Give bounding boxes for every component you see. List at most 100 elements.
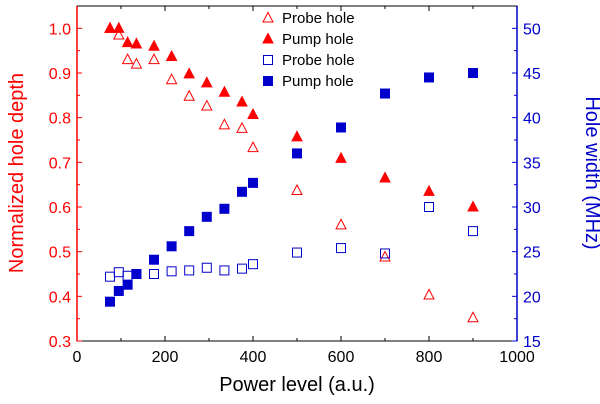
data-point <box>184 265 195 276</box>
legend-marker <box>262 11 274 23</box>
x-tick-label: 200 <box>152 349 179 366</box>
data-point <box>380 88 390 99</box>
data-point <box>379 250 391 262</box>
data-point <box>291 130 303 142</box>
y-left-tick-label: 0.3 <box>49 334 71 351</box>
y-left-tick-label: 0.4 <box>49 289 71 306</box>
data-point <box>336 243 346 254</box>
y-axis-label-right: Hole width (MHz) <box>581 96 600 249</box>
data-point <box>247 107 259 120</box>
legend-label: Probe hole <box>282 10 355 27</box>
data-point <box>200 76 213 88</box>
data-point <box>200 99 213 111</box>
data-point <box>218 118 231 130</box>
y-right-tick-label: 30 <box>523 200 541 217</box>
data-point <box>201 211 212 222</box>
data-point <box>201 262 212 273</box>
data-point <box>183 89 196 101</box>
data-point <box>113 285 124 296</box>
x-tick-label: 0 <box>73 349 82 366</box>
data-point <box>291 183 303 195</box>
data-point <box>183 67 196 79</box>
data-point <box>165 73 178 85</box>
legend-marker <box>263 55 273 65</box>
series-0-open-triangle <box>104 21 479 323</box>
x-axis-label: Power level (a.u.) <box>219 374 375 396</box>
x-tick-label: 800 <box>416 349 443 366</box>
data-point <box>219 265 230 276</box>
data-point <box>113 267 124 278</box>
y-right-tick-label: 50 <box>523 21 541 38</box>
y-right-tick-label: 25 <box>523 245 541 262</box>
data-point <box>292 148 302 159</box>
legend-label: Probe hole <box>282 52 355 69</box>
data-point <box>248 259 258 270</box>
series-2-open-square <box>105 202 478 282</box>
y-right-tick-label: 40 <box>523 111 541 128</box>
data-point <box>379 171 391 183</box>
data-point <box>148 39 160 51</box>
data-point <box>149 269 159 279</box>
y-right-tick-label: 45 <box>523 66 541 83</box>
data-point <box>105 271 115 282</box>
y-left-tick-label: 0.5 <box>49 245 71 262</box>
data-point <box>121 36 134 48</box>
y-right-tick-label: 20 <box>523 289 541 306</box>
y-left-tick-label: 0.7 <box>49 155 71 172</box>
x-tick-label: 400 <box>240 349 267 366</box>
legend-label: Pump hole <box>282 73 354 90</box>
data-point <box>166 266 177 277</box>
legend-marker <box>262 32 274 44</box>
data-point <box>131 269 142 279</box>
data-point <box>424 202 434 212</box>
y-right-tick-label: 15 <box>523 334 541 351</box>
data-point <box>184 226 195 237</box>
data-point <box>112 28 125 40</box>
data-point <box>166 241 177 252</box>
x-tick-label: 600 <box>328 349 355 366</box>
data-point <box>149 254 159 265</box>
data-point <box>112 21 125 33</box>
data-point <box>467 200 479 212</box>
data-point <box>130 37 143 49</box>
data-point <box>105 296 115 307</box>
data-point <box>380 248 390 259</box>
y-left-tick-label: 0.8 <box>49 111 71 128</box>
data-point <box>122 270 133 281</box>
data-point <box>292 247 302 258</box>
y-axis-label-left: Normalized hole depth <box>6 73 28 273</box>
y-left-tick-label: 0.9 <box>49 66 71 83</box>
data-point <box>237 186 247 197</box>
data-point <box>236 95 248 107</box>
y-right-tick-label: 35 <box>523 155 541 172</box>
data-point <box>130 57 143 69</box>
data-point <box>121 53 134 65</box>
data-point <box>335 218 347 230</box>
legend-label: Pump hole <box>282 31 354 48</box>
data-point <box>335 151 347 163</box>
data-point <box>336 122 346 133</box>
series-3-filled-square <box>105 68 478 307</box>
data-point <box>468 226 478 237</box>
legend-marker <box>263 76 273 86</box>
data-point <box>236 121 248 133</box>
data-point <box>148 53 160 65</box>
y-left-tick-label: 1.0 <box>49 21 71 38</box>
data-point <box>122 279 133 290</box>
data-point <box>423 288 435 300</box>
data-point <box>237 263 247 274</box>
data-point <box>468 68 478 78</box>
data-point <box>165 49 178 61</box>
data-point <box>218 85 231 97</box>
data-point <box>423 184 435 196</box>
data-point <box>247 141 259 153</box>
data-point <box>248 177 258 188</box>
data-point <box>219 203 230 214</box>
x-tick-label: 1000 <box>499 349 535 366</box>
data-point <box>424 72 434 83</box>
data-point <box>104 21 116 33</box>
y-left-tick-label: 0.6 <box>49 200 71 217</box>
series-1-filled-triangle <box>104 21 479 212</box>
data-point <box>467 311 479 323</box>
